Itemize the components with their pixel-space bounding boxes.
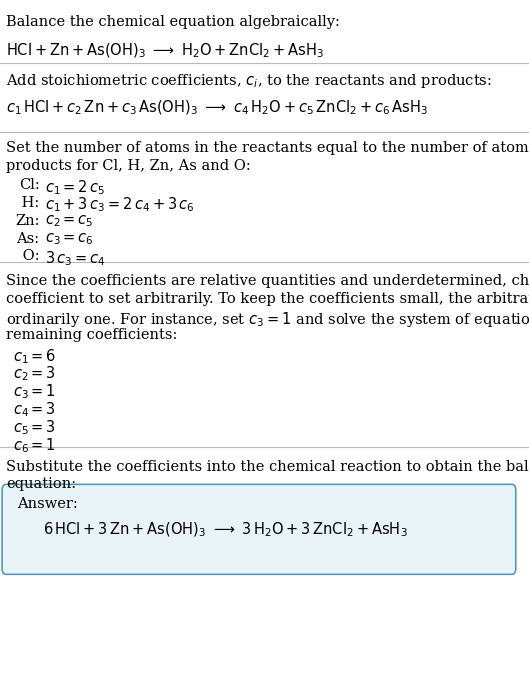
Text: ordinarily one. For instance, set $c_3 = 1$ and solve the system of equations fo: ordinarily one. For instance, set $c_3 =…	[6, 310, 529, 329]
Text: $c_3 = c_6$: $c_3 = c_6$	[45, 232, 94, 247]
Text: Set the number of atoms in the reactants equal to the number of atoms in the: Set the number of atoms in the reactants…	[6, 141, 529, 155]
Text: $c_1 = 6$: $c_1 = 6$	[13, 347, 57, 365]
Text: Zn:: Zn:	[15, 214, 40, 227]
Text: Substitute the coefficients into the chemical reaction to obtain the balanced: Substitute the coefficients into the che…	[6, 460, 529, 473]
Text: $c_1 = 2\,c_5$: $c_1 = 2\,c_5$	[45, 178, 105, 196]
Text: $\mathrm{6\,HCl + 3\,Zn + As(OH)_{3} \ {\longrightarrow} \ 3\,H_{2}O + 3\,ZnCl_{: $\mathrm{6\,HCl + 3\,Zn + As(OH)_{3} \ {…	[43, 521, 408, 539]
Text: $3\,c_3 = c_4$: $3\,c_3 = c_4$	[45, 249, 106, 268]
Text: Since the coefficients are relative quantities and underdetermined, choose a: Since the coefficients are relative quan…	[6, 274, 529, 288]
Text: $c_2 = 3$: $c_2 = 3$	[13, 365, 56, 383]
Text: $c_1 + 3\,c_3 = 2\,c_4 + 3\,c_6$: $c_1 + 3\,c_3 = 2\,c_4 + 3\,c_6$	[45, 196, 195, 214]
Text: coefficient to set arbitrarily. To keep the coefficients small, the arbitrary va: coefficient to set arbitrarily. To keep …	[6, 292, 529, 306]
Text: Cl:: Cl:	[19, 178, 40, 192]
Text: $c_4 = 3$: $c_4 = 3$	[13, 401, 56, 419]
Text: $c_3 = 1$: $c_3 = 1$	[13, 383, 56, 401]
Text: As:: As:	[16, 232, 40, 245]
Text: remaining coefficients:: remaining coefficients:	[6, 328, 178, 341]
Text: equation:: equation:	[6, 477, 77, 491]
Text: O:: O:	[18, 249, 40, 263]
Text: $c_5 = 3$: $c_5 = 3$	[13, 418, 56, 437]
Text: Balance the chemical equation algebraically:: Balance the chemical equation algebraica…	[6, 15, 340, 29]
Text: products for Cl, H, Zn, As and O:: products for Cl, H, Zn, As and O:	[6, 159, 251, 172]
Text: $c_1\,\mathrm{HCl} + c_2\,\mathrm{Zn} + c_3\,\mathrm{As(OH)_3} \ {\longrightarro: $c_1\,\mathrm{HCl} + c_2\,\mathrm{Zn} + …	[6, 98, 428, 117]
Text: Answer:: Answer:	[17, 497, 78, 510]
Text: $\mathrm{HCl + Zn + As(OH)_{3} \ {\longrightarrow} \ H_{2}O + ZnCl_{2} + AsH_{3}: $\mathrm{HCl + Zn + As(OH)_{3} \ {\longr…	[6, 41, 324, 60]
Text: Add stoichiometric coefficients, $c_i$, to the reactants and products:: Add stoichiometric coefficients, $c_i$, …	[6, 72, 492, 90]
Text: $c_6 = 1$: $c_6 = 1$	[13, 436, 56, 455]
Text: $c_2 = c_5$: $c_2 = c_5$	[45, 214, 94, 229]
Text: H:: H:	[17, 196, 40, 210]
FancyBboxPatch shape	[2, 484, 516, 574]
